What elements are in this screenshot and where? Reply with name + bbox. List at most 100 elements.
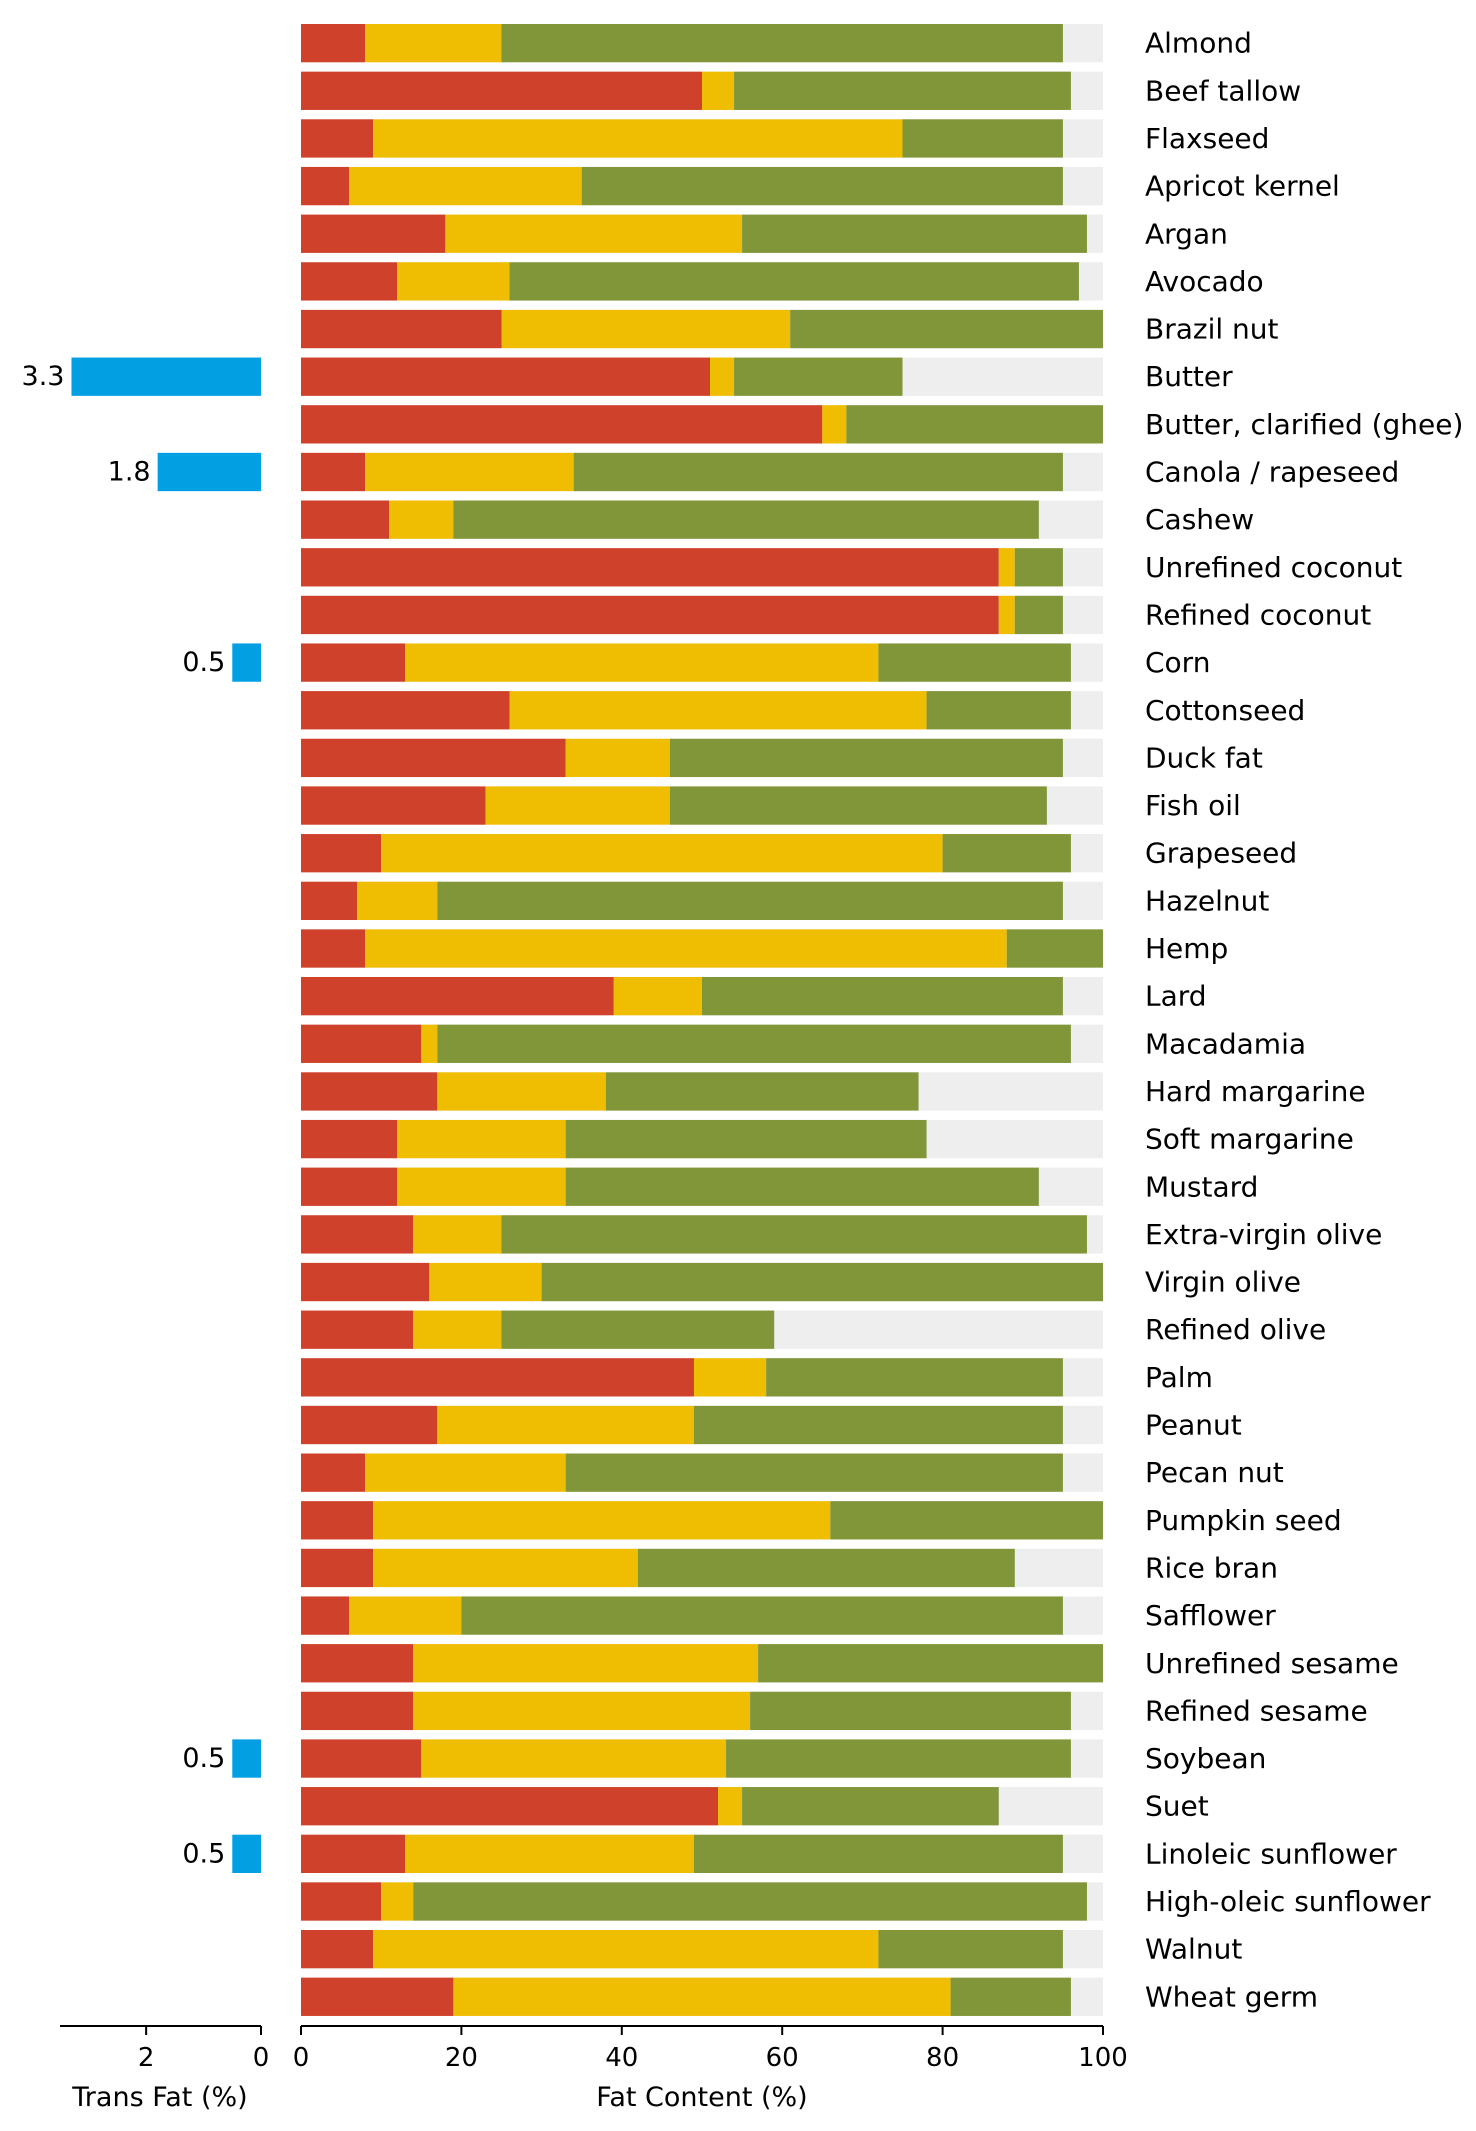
trans-fat-value-label: 0.5 <box>182 1838 225 1869</box>
bar-segment-series-2 <box>509 691 927 730</box>
bar-segment-series-3 <box>878 1930 1063 1969</box>
x-tick-label: 60 <box>766 2043 799 2073</box>
bar-segment-series-3 <box>758 1644 1103 1683</box>
category-label: Macadamia <box>1145 1027 1306 1060</box>
category-label: Extra-virgin olive <box>1145 1218 1382 1251</box>
bar-segment-series-1 <box>301 643 406 682</box>
bar-segment-series-3 <box>693 1405 1063 1445</box>
bar-segment-series-2 <box>405 643 879 682</box>
bar-segment-series-3 <box>501 1215 1087 1254</box>
category-label: Beef tallow <box>1145 74 1301 107</box>
category-label: Canola / rapeseed <box>1145 456 1399 489</box>
bar-segment-series-3 <box>1014 548 1063 587</box>
trans-fat-bar <box>71 357 261 396</box>
trans-fat-bar <box>157 452 261 492</box>
bar-segment-series-1 <box>301 691 510 730</box>
bar-segment-series-3 <box>750 1691 1071 1731</box>
bar-segment-series-2 <box>349 166 582 206</box>
bar-segment-series-1 <box>301 595 999 635</box>
x-tick-label: 40 <box>605 2043 638 2073</box>
bar-segment-series-1 <box>301 1501 374 1540</box>
category-label: Flaxseed <box>1145 122 1269 155</box>
category-label: Safflower <box>1145 1599 1276 1632</box>
bar-segment-series-3 <box>1014 595 1063 635</box>
bar-segment-series-1 <box>301 977 614 1016</box>
bar-segment-series-2 <box>421 1024 438 1063</box>
bar-segment-series-3 <box>581 166 1063 206</box>
category-label: Refined sesame <box>1145 1694 1368 1727</box>
trans-x-tick-label: 0 <box>253 2043 270 2073</box>
bar-segment-series-2 <box>693 1358 767 1397</box>
bar-segment-series-3 <box>702 977 1063 1016</box>
category-label: Brazil nut <box>1145 313 1279 346</box>
bar-segment-series-2 <box>365 452 574 492</box>
bar-segment-series-2 <box>485 786 670 825</box>
bar-segment-series-1 <box>301 1930 374 1969</box>
category-label: Hemp <box>1145 932 1228 965</box>
category-label: Soft margarine <box>1145 1123 1354 1156</box>
bar-segment-series-2 <box>397 1119 566 1159</box>
bar-segment-series-1 <box>301 1405 438 1445</box>
category-label: Walnut <box>1145 1933 1242 1966</box>
bar-segment-series-3 <box>942 834 1071 873</box>
category-label: Pumpkin seed <box>1145 1504 1342 1537</box>
bar-segment-series-2 <box>373 1501 831 1540</box>
bar-segment-series-3 <box>509 262 1079 301</box>
category-label: Corn <box>1145 646 1210 679</box>
bar-segment-series-2 <box>381 834 943 873</box>
bar-segment-series-2 <box>405 1834 694 1873</box>
trans-fat-value-label: 1.8 <box>108 457 151 488</box>
bar-segment-series-1 <box>301 1691 414 1731</box>
bar-segment-series-2 <box>565 738 670 778</box>
bar-segment-series-2 <box>373 119 903 158</box>
bar-segment-series-2 <box>613 977 702 1016</box>
bar-segment-series-1 <box>301 452 366 492</box>
bar-segment-series-1 <box>301 166 350 206</box>
bar-segment-series-3 <box>669 786 1047 825</box>
bar-segment-series-3 <box>565 1453 1063 1492</box>
bar-segment-series-1 <box>301 262 398 301</box>
bar-segment-series-3 <box>565 1167 1039 1206</box>
bar-segment-series-1 <box>301 1882 382 1921</box>
category-label: Apricot kernel <box>1145 170 1340 203</box>
bar-segment-series-1 <box>301 1644 414 1683</box>
bar-segment-series-1 <box>301 1596 350 1635</box>
bar-segment-series-2 <box>397 1167 566 1206</box>
bar-segment-series-2 <box>718 1787 743 1826</box>
bar-segment-series-2 <box>349 1596 462 1635</box>
trans-fat-bar <box>232 1834 261 1873</box>
trans-x-tick-label: 2 <box>138 2043 155 2073</box>
bar-segment-series-1 <box>301 24 366 63</box>
bar-segment-series-1 <box>301 71 702 110</box>
bar-segment-series-2 <box>998 595 1015 635</box>
category-label: Palm <box>1145 1361 1213 1394</box>
category-label: Pecan nut <box>1145 1456 1284 1489</box>
category-label: Avocado <box>1145 265 1264 298</box>
trans-fat-bar <box>232 1739 261 1778</box>
bar-segment-series-1 <box>301 119 374 158</box>
category-label: High-oleic sunflower <box>1145 1885 1431 1918</box>
bar-segment-series-3 <box>501 24 1063 63</box>
bar-segment-series-2 <box>365 24 502 63</box>
category-label: Suet <box>1145 1790 1209 1823</box>
bar-segment-series-3 <box>846 405 1103 444</box>
bar-segment-series-1 <box>301 405 823 444</box>
bar-segment-series-3 <box>742 214 1087 253</box>
bar-segment-series-3 <box>926 691 1071 730</box>
bar-segment-series-3 <box>453 500 1039 539</box>
category-label: Butter, clarified (ghee) <box>1145 408 1463 441</box>
bar-segment-series-3 <box>734 71 1071 110</box>
bar-segment-series-3 <box>766 1358 1063 1397</box>
category-label: Linoleic sunflower <box>1145 1837 1397 1870</box>
bar-segment-series-3 <box>541 1262 1103 1302</box>
category-label: Unrefined sesame <box>1145 1647 1399 1680</box>
bar-segment-series-3 <box>437 1024 1071 1063</box>
bar-segment-series-1 <box>301 1453 366 1492</box>
x-tick-label: 80 <box>926 2043 959 2073</box>
category-label: Grapeseed <box>1145 837 1297 870</box>
bar-segment-series-3 <box>1006 929 1103 968</box>
bar-segment-series-2 <box>437 1072 606 1111</box>
category-label: Cashew <box>1145 503 1254 536</box>
